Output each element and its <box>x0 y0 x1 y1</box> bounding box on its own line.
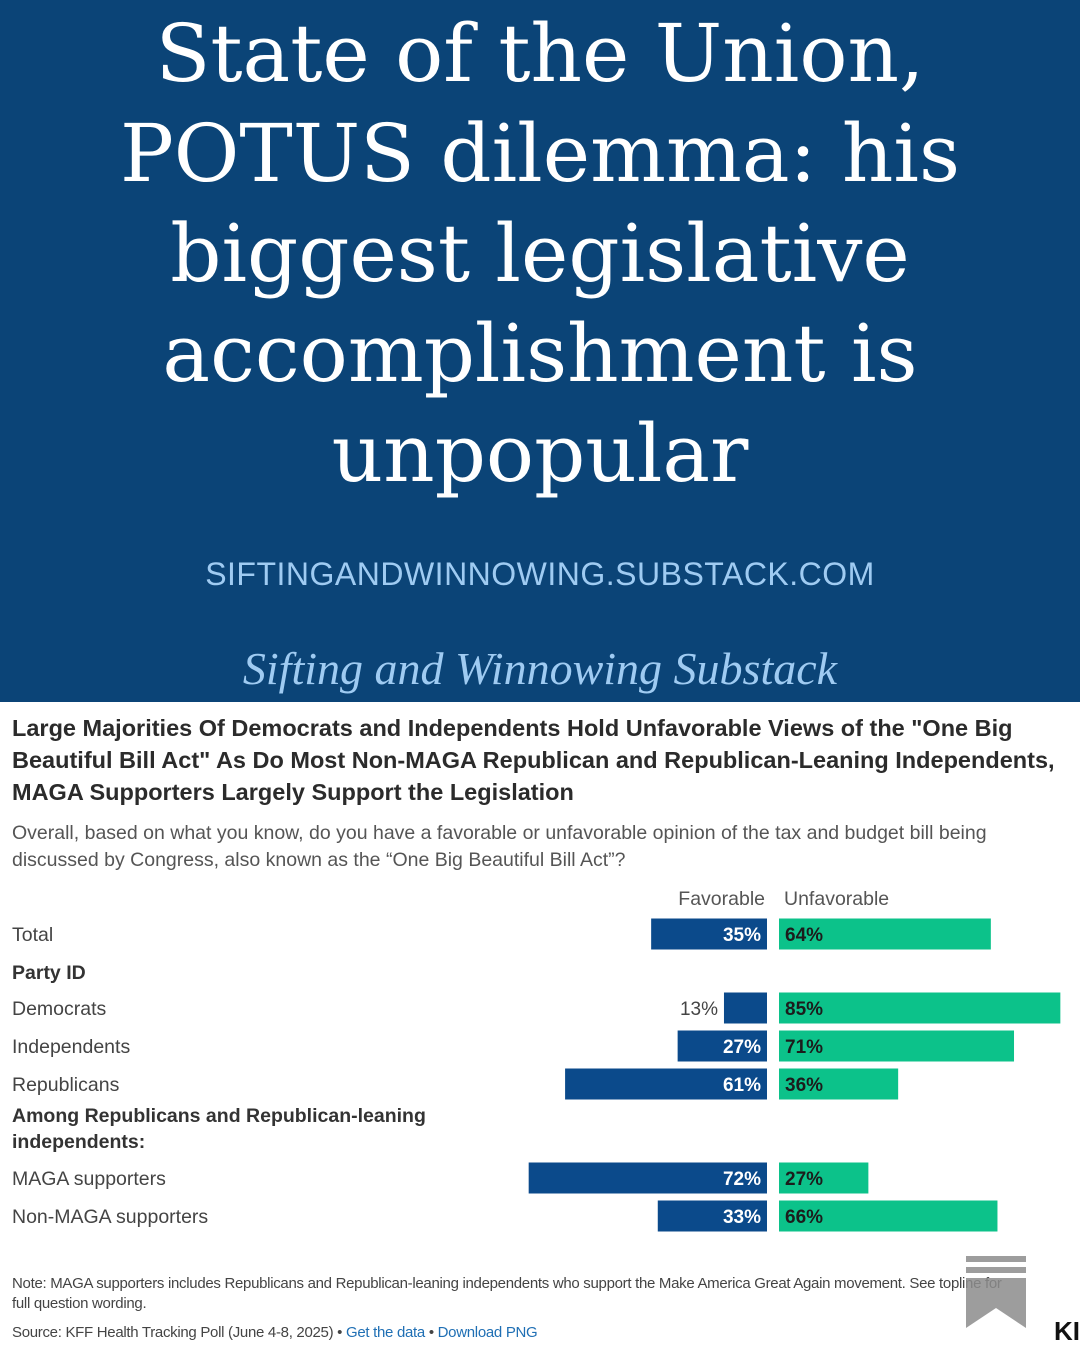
header-banner: State of the Union, POTUS dilemma: his b… <box>0 0 1080 702</box>
data-label-unfavorable: 36% <box>785 1075 823 1096</box>
category-label: Non-MAGA supporters <box>12 1206 208 1228</box>
bar-favorable <box>657 1200 767 1232</box>
bar-unfavorable <box>779 1162 869 1194</box>
legend-unfavorable: Unfavorable <box>784 888 889 910</box>
data-label-unfavorable: 64% <box>785 925 823 946</box>
kff-logo-fragment: KI <box>1054 1316 1080 1346</box>
bar-unfavorable <box>779 918 991 950</box>
category-label: MAGA supporters <box>12 1168 166 1190</box>
bar-favorable <box>651 918 767 950</box>
chart-note: Note: MAGA supporters includes Republica… <box>12 1275 1002 1312</box>
bar-unfavorable <box>779 1030 1015 1062</box>
legend-favorable: Favorable <box>678 888 765 910</box>
data-label-favorable: 33% <box>723 1207 761 1228</box>
get-data-link[interactable]: Get the data <box>345 1324 425 1341</box>
bar-favorable <box>528 1162 767 1194</box>
group-heading: Among Republicans and Republican-leaning <box>12 1105 426 1127</box>
bar-favorable <box>565 1068 767 1100</box>
category-label: Total <box>12 924 53 946</box>
data-label-favorable: 61% <box>723 1075 761 1096</box>
bar-unfavorable <box>779 992 1061 1024</box>
chart-title-line: Beautiful Bill Act" As Do Most Non-MAGA … <box>12 747 1055 773</box>
data-label-favorable: 72% <box>723 1169 761 1190</box>
data-label-favorable: 13% <box>680 999 718 1020</box>
data-label-unfavorable: 66% <box>785 1207 823 1228</box>
bar-unfavorable <box>779 1200 998 1232</box>
category-label: Democrats <box>12 998 107 1020</box>
category-label: Republicans <box>12 1074 120 1096</box>
source-separator: • <box>424 1324 438 1341</box>
download-png-link[interactable]: Download PNG <box>437 1324 538 1341</box>
site-url[interactable]: SIFTINGANDWINNOWING.SUBSTACK.COM <box>205 556 875 592</box>
data-label-unfavorable: 71% <box>785 1037 823 1058</box>
source-text: Source: KFF Health Tracking Poll (June 4… <box>12 1324 346 1341</box>
chart-title-line: MAGA Supporters Largely Support the Legi… <box>12 779 574 805</box>
data-label-unfavorable: 85% <box>785 999 823 1020</box>
bar-favorable <box>677 1030 767 1062</box>
bookmark-icon[interactable] <box>966 1256 1026 1328</box>
bar-unfavorable <box>779 1068 899 1100</box>
data-label-favorable: 27% <box>723 1037 761 1058</box>
group-heading: independents: <box>12 1131 145 1153</box>
publication-name: Sifting and Winnowing Substack <box>242 643 838 694</box>
group-heading: Party ID <box>12 962 86 984</box>
diverging-bar-chart: Favorable Unfavorable Total 35% 64% Party ID D… <box>12 888 1061 1232</box>
headline: State of the Union, POTUS dilemma: his b… <box>119 7 961 500</box>
data-label-unfavorable: 27% <box>785 1169 823 1190</box>
chart-title-line: Large Majorities Of Democrats and Indepe… <box>12 715 1013 741</box>
chart-question: Overall, based on what you know, do you … <box>12 822 987 871</box>
category-label: Independents <box>12 1036 130 1058</box>
chart-title: Large Majorities Of Democrats and Indepe… <box>12 712 1080 808</box>
data-label-favorable: 35% <box>723 925 761 946</box>
chart-source: Source: KFF Health Tracking Poll (June 4… <box>12 1323 912 1343</box>
bar-favorable <box>723 992 767 1024</box>
